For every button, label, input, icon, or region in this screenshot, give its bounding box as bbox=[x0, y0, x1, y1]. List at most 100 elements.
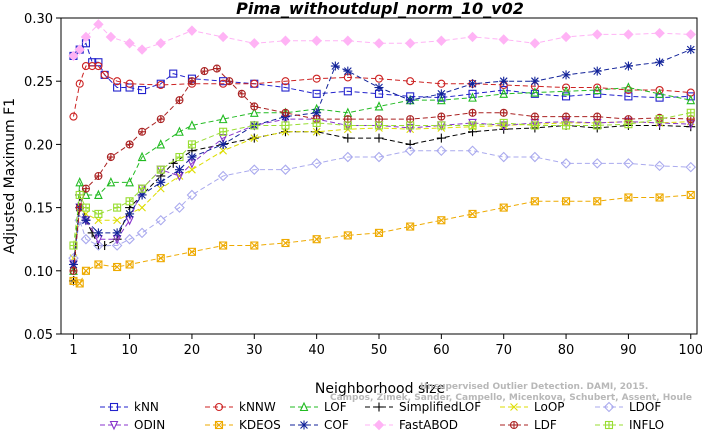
data-point-cof bbox=[156, 177, 166, 187]
legend-item-fastabod: FastABOD bbox=[365, 418, 458, 432]
data-point-inflo bbox=[530, 121, 539, 130]
data-point-ldf bbox=[499, 108, 508, 117]
legend-item-lof: LOF bbox=[290, 400, 347, 414]
legend-item-loop: LoOP bbox=[500, 400, 565, 414]
data-point-ldf bbox=[106, 152, 115, 162]
data-point-lof bbox=[655, 88, 664, 98]
data-point-lof bbox=[624, 82, 633, 92]
data-point-knn bbox=[312, 89, 321, 98]
legend-item-simplifiedlof: SimplifiedLOF bbox=[365, 400, 481, 414]
y-tick-label: 0.15 bbox=[24, 202, 53, 217]
data-point-simplifiedlof bbox=[686, 122, 696, 132]
data-point-lof bbox=[94, 189, 103, 200]
x-axis-label: Neighborhood size bbox=[315, 381, 445, 397]
data-point-kdeos bbox=[75, 279, 84, 288]
data-point-knnw bbox=[312, 74, 321, 83]
x-tick-label: 100 bbox=[678, 343, 702, 358]
data-point-kdeos bbox=[374, 228, 384, 237]
legend-label-kdeos: KDEOS bbox=[239, 418, 281, 432]
legend: kNN kNNW LOF SimplifiedLOF LoOP LDOF ODIN KDEOS… bbox=[100, 400, 664, 432]
data-point-inflo bbox=[655, 115, 664, 124]
data-point-ldf bbox=[187, 77, 196, 86]
data-point-knnw bbox=[113, 77, 122, 86]
data-point-knnw bbox=[88, 61, 97, 71]
series-line-loop bbox=[72, 121, 691, 259]
legend-marker-ldf bbox=[509, 420, 519, 430]
data-point-ldof bbox=[80, 233, 92, 245]
data-point-ldf bbox=[156, 115, 165, 124]
data-point-knnw bbox=[75, 79, 84, 88]
data-point-ldof bbox=[404, 145, 416, 156]
data-point-cof bbox=[592, 66, 602, 76]
legend-item-ldf: LDF bbox=[500, 418, 557, 432]
series-line-fastabod bbox=[73, 23, 691, 57]
data-point-loop bbox=[250, 134, 259, 142]
data-point-ldof bbox=[560, 158, 572, 169]
data-point-fastabod bbox=[529, 38, 541, 49]
data-point-kdeos bbox=[113, 262, 122, 272]
x-tick-label: 40 bbox=[308, 343, 325, 358]
data-point-fastabod bbox=[373, 38, 385, 49]
data-point-kdeos bbox=[219, 241, 228, 250]
data-point-cof bbox=[112, 228, 122, 238]
data-point-ldof bbox=[342, 151, 354, 163]
data-point-cof bbox=[81, 215, 91, 225]
x-tick-label: 20 bbox=[184, 343, 201, 358]
watermark-line-2: Campos, Zimek, Sander, Campello, Micenko… bbox=[330, 393, 692, 403]
legend-label-fastabod: FastABOD bbox=[399, 418, 458, 432]
data-point-cof bbox=[125, 209, 135, 219]
data-point-cof bbox=[374, 83, 384, 93]
data-point-kdeos bbox=[343, 231, 352, 240]
data-point-fastabod bbox=[155, 38, 166, 49]
legend-marker-knn bbox=[109, 402, 119, 412]
data-point-knn bbox=[562, 92, 571, 101]
data-point-knn bbox=[125, 83, 134, 92]
data-point-lof bbox=[561, 86, 571, 96]
data-point-ldof bbox=[498, 151, 509, 163]
chart-title: Pima_withoutdupl_norm_10_v02 bbox=[236, 0, 524, 18]
legend-label-odin: ODIN bbox=[134, 418, 165, 432]
x-tick-label: 50 bbox=[371, 343, 388, 358]
data-point-knnw bbox=[593, 83, 602, 92]
data-point-fastabod bbox=[80, 31, 92, 43]
data-point-ldf bbox=[225, 77, 234, 86]
series-line-kdeos bbox=[73, 194, 691, 285]
watermark-line-1: Unsupervised Outlier Detection. DAMI, 20… bbox=[420, 382, 648, 392]
data-point-cof bbox=[405, 95, 415, 105]
data-point-kdeos bbox=[530, 197, 539, 206]
data-point-kdeos bbox=[281, 238, 290, 248]
data-point-inflo bbox=[138, 184, 147, 193]
data-point-inflo bbox=[219, 127, 228, 136]
legend-marker-odin bbox=[109, 420, 119, 431]
data-point-ldf bbox=[138, 127, 147, 136]
legend-label-cof: COF bbox=[324, 418, 349, 432]
data-point-ldof bbox=[654, 160, 665, 172]
data-point-inflo bbox=[250, 121, 259, 130]
data-point-cof bbox=[436, 89, 446, 99]
data-point-kdeos bbox=[406, 222, 415, 231]
data-point-ldof bbox=[174, 202, 185, 213]
data-point-fastabod bbox=[436, 35, 447, 46]
data-point-lof bbox=[75, 177, 85, 187]
y-tick-label: 0.30 bbox=[24, 12, 53, 27]
series-line-cof bbox=[72, 49, 691, 265]
data-point-fastabod bbox=[280, 35, 291, 46]
data-point-fastabod bbox=[498, 34, 509, 45]
data-point-fastabod bbox=[654, 27, 665, 39]
data-point-fastabod bbox=[249, 38, 260, 49]
data-point-lof bbox=[125, 177, 134, 187]
data-point-ldof bbox=[373, 151, 385, 163]
legend-item-knn: kNN bbox=[100, 400, 159, 414]
data-point-lof bbox=[106, 177, 116, 187]
series-kdeos bbox=[69, 190, 695, 288]
data-point-fastabod bbox=[311, 35, 322, 46]
legend-marker-loop bbox=[510, 403, 518, 411]
data-point-lof bbox=[436, 94, 446, 105]
data-point-lof bbox=[175, 126, 184, 136]
data-point-kdeos bbox=[437, 216, 446, 225]
data-point-ldof bbox=[685, 161, 697, 173]
legend-label-knn: kNN bbox=[134, 400, 159, 414]
y-tick-label: 0.05 bbox=[24, 328, 53, 343]
data-point-knnw bbox=[281, 77, 290, 86]
